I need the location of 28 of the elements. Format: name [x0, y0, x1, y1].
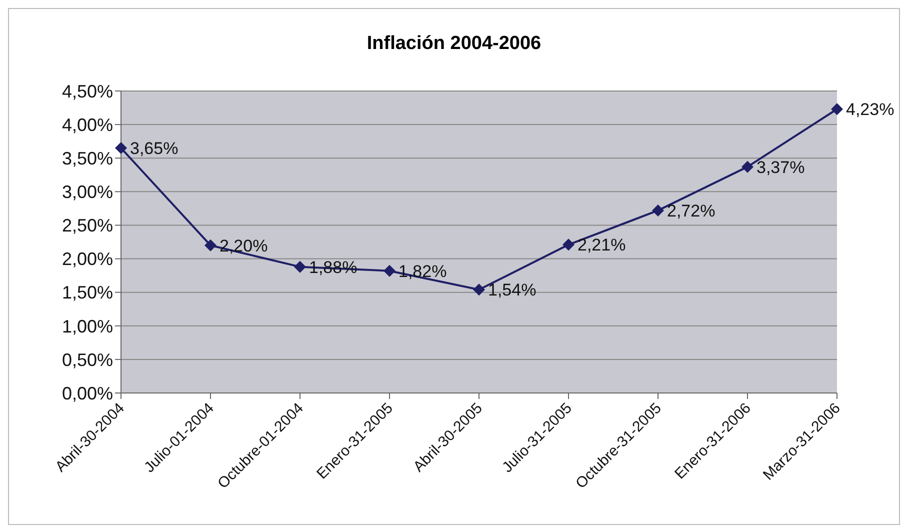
point: [831, 103, 843, 116]
y-tick-label: 4,00%: [62, 114, 113, 135]
y-tick-label: 3,00%: [62, 182, 113, 202]
y-tick-label: 1,00%: [62, 316, 113, 336]
chart-title: Inflación 2004-2006: [366, 33, 542, 56]
data-label: 2,21%: [578, 236, 626, 255]
y-tick-label: 1,50%: [62, 282, 113, 303]
point: [115, 142, 127, 154]
y-tick-label: 0,50%: [62, 350, 113, 370]
data-label: 3,65%: [130, 139, 178, 158]
y-tick-label: 2,00%: [62, 249, 113, 270]
point: [294, 260, 306, 273]
data-label: 3,37%: [756, 158, 805, 177]
y-tick-label: 0,00%: [62, 383, 113, 404]
point: [562, 238, 574, 251]
data-label: 2,20%: [220, 236, 268, 256]
data-label: 4,23%: [846, 100, 894, 120]
y-tick-label: 3,50%: [62, 148, 113, 168]
point: [204, 239, 216, 252]
data-label: 1,54%: [488, 280, 536, 300]
data-label: 1,82%: [398, 262, 447, 281]
point: [652, 204, 664, 216]
point: [384, 264, 396, 277]
point: [742, 160, 754, 173]
y-tick-label: 4,50%: [62, 81, 113, 102]
point: [473, 284, 485, 296]
y-tick-label: 2,50%: [62, 216, 113, 236]
data-label: 2,72%: [667, 201, 716, 220]
